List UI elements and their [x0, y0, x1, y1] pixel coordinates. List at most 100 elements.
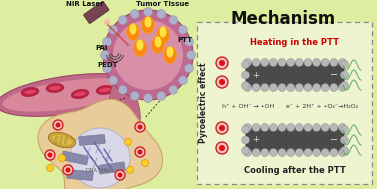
Text: −: −: [330, 135, 339, 145]
Ellipse shape: [74, 92, 86, 96]
Circle shape: [242, 146, 250, 154]
Circle shape: [339, 59, 346, 67]
Circle shape: [103, 64, 112, 73]
Ellipse shape: [167, 46, 173, 57]
Circle shape: [135, 122, 145, 132]
Circle shape: [339, 84, 346, 91]
Circle shape: [169, 16, 178, 25]
Circle shape: [157, 91, 166, 100]
Circle shape: [278, 84, 286, 91]
Circle shape: [216, 122, 228, 134]
Ellipse shape: [24, 90, 36, 94]
Circle shape: [278, 59, 286, 67]
Circle shape: [321, 123, 329, 132]
Circle shape: [216, 57, 228, 69]
Ellipse shape: [48, 132, 76, 148]
Text: NIR Laser: NIR Laser: [66, 1, 104, 7]
Circle shape: [219, 145, 225, 151]
Circle shape: [46, 164, 54, 171]
Circle shape: [138, 125, 143, 129]
FancyBboxPatch shape: [67, 170, 93, 180]
FancyBboxPatch shape: [99, 162, 126, 174]
Circle shape: [339, 149, 346, 156]
Circle shape: [115, 170, 125, 180]
Circle shape: [141, 160, 149, 167]
Circle shape: [124, 139, 132, 146]
Circle shape: [295, 59, 303, 67]
Circle shape: [109, 76, 118, 85]
Ellipse shape: [51, 134, 73, 146]
Circle shape: [252, 59, 260, 67]
Circle shape: [216, 142, 228, 154]
FancyBboxPatch shape: [61, 151, 89, 165]
Circle shape: [287, 59, 295, 67]
Ellipse shape: [164, 46, 176, 64]
Circle shape: [278, 149, 286, 156]
Circle shape: [321, 59, 329, 67]
Circle shape: [242, 60, 250, 68]
Circle shape: [278, 123, 286, 132]
Circle shape: [295, 149, 303, 156]
Circle shape: [321, 84, 329, 91]
Circle shape: [313, 123, 320, 132]
Circle shape: [321, 149, 329, 156]
Circle shape: [295, 123, 303, 132]
Circle shape: [252, 123, 260, 132]
Circle shape: [219, 60, 225, 66]
Circle shape: [157, 10, 166, 19]
Circle shape: [169, 85, 178, 94]
Circle shape: [261, 149, 269, 156]
Text: Tumor Tissue: Tumor Tissue: [136, 1, 190, 7]
Circle shape: [287, 123, 295, 132]
Circle shape: [252, 149, 260, 156]
Text: +: +: [252, 70, 259, 80]
Circle shape: [58, 154, 66, 161]
Circle shape: [313, 84, 320, 91]
Circle shape: [184, 64, 193, 73]
Ellipse shape: [0, 74, 140, 116]
Circle shape: [144, 94, 153, 102]
Ellipse shape: [136, 40, 144, 50]
Circle shape: [270, 59, 277, 67]
Circle shape: [187, 50, 196, 60]
Ellipse shape: [49, 86, 61, 90]
Circle shape: [270, 149, 277, 156]
Circle shape: [330, 59, 338, 67]
Circle shape: [340, 136, 348, 144]
Circle shape: [261, 123, 269, 132]
FancyBboxPatch shape: [197, 22, 372, 184]
Circle shape: [261, 59, 269, 67]
Ellipse shape: [141, 16, 155, 33]
Circle shape: [53, 120, 63, 130]
Ellipse shape: [3, 78, 133, 112]
Circle shape: [242, 125, 250, 133]
Circle shape: [270, 84, 277, 91]
Polygon shape: [38, 99, 162, 189]
Circle shape: [138, 149, 143, 154]
Circle shape: [313, 149, 320, 156]
Circle shape: [287, 84, 295, 91]
Circle shape: [242, 71, 250, 79]
Ellipse shape: [96, 85, 114, 95]
Circle shape: [219, 79, 225, 85]
Circle shape: [109, 25, 118, 34]
Circle shape: [113, 20, 183, 90]
Circle shape: [339, 123, 346, 132]
Circle shape: [261, 84, 269, 91]
Text: PEDT: PEDT: [98, 62, 118, 68]
Circle shape: [340, 146, 348, 154]
Circle shape: [127, 167, 133, 174]
Circle shape: [104, 19, 110, 25]
Ellipse shape: [133, 40, 147, 57]
Circle shape: [103, 37, 112, 46]
Text: PAI: PAI: [96, 45, 108, 51]
Ellipse shape: [127, 23, 139, 40]
Circle shape: [118, 85, 127, 94]
Circle shape: [304, 59, 312, 67]
Circle shape: [330, 149, 338, 156]
Circle shape: [178, 25, 187, 34]
Circle shape: [63, 165, 73, 175]
Ellipse shape: [130, 23, 136, 35]
Text: Cooling after the PTT: Cooling after the PTT: [244, 166, 346, 175]
Ellipse shape: [159, 26, 167, 37]
